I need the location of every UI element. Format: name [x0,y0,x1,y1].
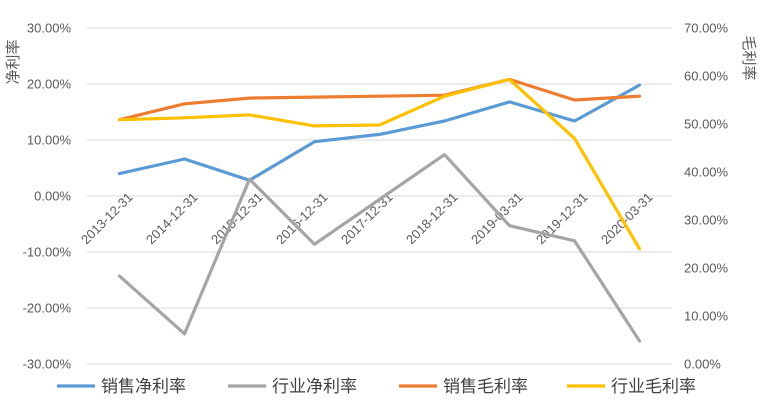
legend-label: 行业毛利率 [611,377,696,397]
left-axis-ticks: -30.00% -20.00% -10.00% 0.00% 10.00% 20.00% 30… [23,21,72,372]
series-line [117,77,642,251]
legend-label: 销售净利率 [101,377,186,397]
left-tick-label: -20.00% [23,301,72,316]
right-tick-label: 30.00% [684,213,729,228]
x-tick-label: 2017-12-31 [338,190,396,248]
right-tick-label: 0.00% [684,357,721,372]
right-tick-label: 10.00% [684,309,729,324]
x-tick-label: 2013-12-31 [78,190,136,248]
legend-label: 销售毛利率 [443,377,528,397]
right-tick-label: 70.00% [684,21,729,36]
left-tick-label: 20.00% [27,77,72,92]
series-line [117,77,642,122]
right-axis-ticks: 0.00% 10.00% 20.00% 30.00% 40.00% 50.00% 60.00… [684,21,729,372]
left-tick-label: 30.00% [27,21,72,36]
right-tick-label: 40.00% [684,165,729,180]
left-tick-label: -10.00% [23,245,72,260]
right-axis-title: 毛利率 [740,35,758,80]
series-line [117,83,642,182]
x-tick-label: 2020-03-31 [598,190,656,248]
left-tick-label: 10.00% [27,133,72,148]
x-tick-label: 2015-12-31 [208,190,266,248]
gridlines [87,27,672,365]
legend-label: 行业净利率 [272,377,357,397]
left-tick-label: 0.00% [34,189,71,204]
x-tick-label: 2019-03-31 [468,190,526,248]
right-tick-label: 60.00% [684,69,729,84]
right-tick-label: 50.00% [684,117,729,132]
x-tick-label: 2014-12-31 [143,190,201,248]
x-tick-label: 2018-12-31 [403,190,461,248]
legend: 销售净利率 行业净利率 销售毛利率 行业毛利率 [57,377,696,397]
right-tick-label: 20.00% [684,261,729,276]
series-line [117,153,642,343]
left-tick-label: -30.00% [23,357,72,372]
series-lines [117,77,642,343]
left-axis-title: 净利率 [4,39,22,84]
